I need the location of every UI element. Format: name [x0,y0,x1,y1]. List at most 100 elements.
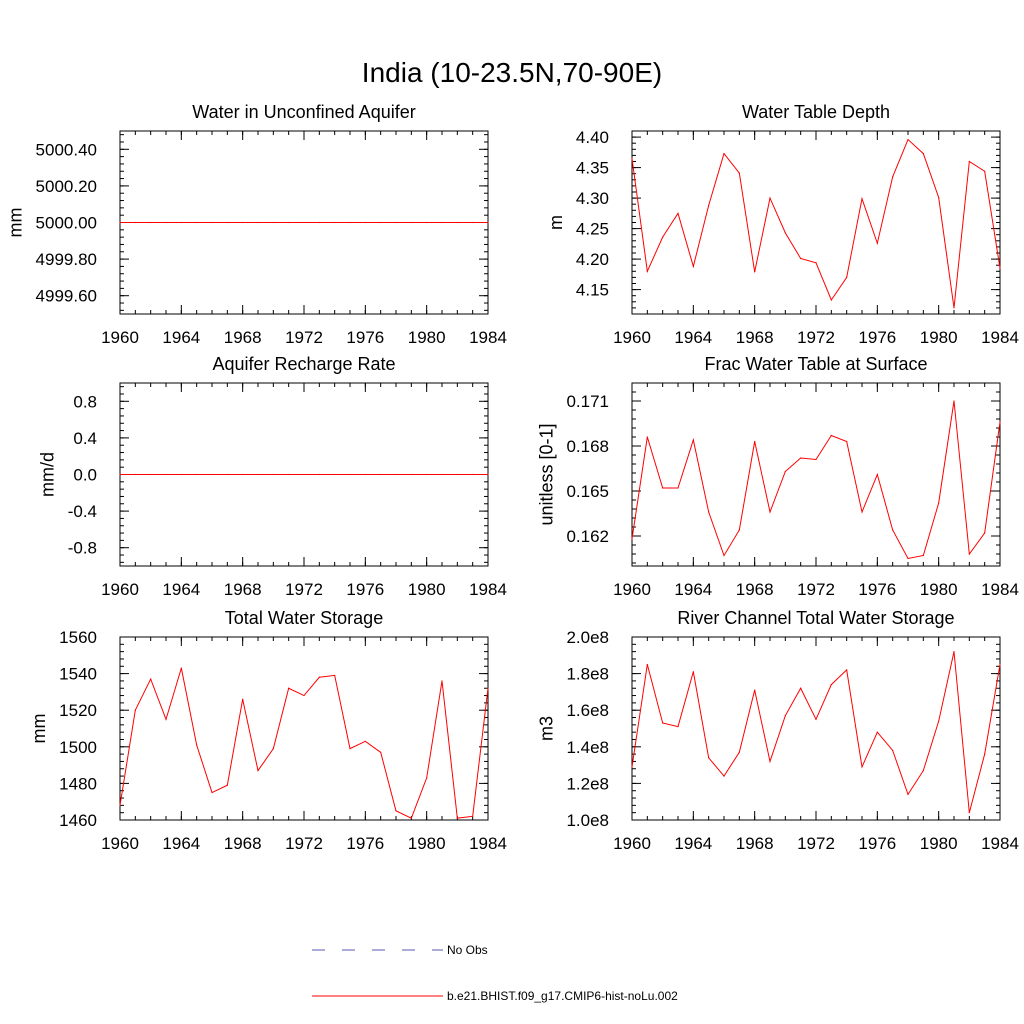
y-tick-label: 4.25 [576,220,609,239]
x-tick-label: 1984 [469,328,507,347]
data-point [907,793,909,795]
plot-frame [631,130,1001,315]
y-tick-label: 1.6e8 [566,701,609,720]
y-tick-label: 5000.20 [36,177,97,196]
x-tick-label: 1980 [408,328,446,347]
data-point [426,473,428,476]
data-point [318,221,320,224]
x-tick-label: 1968 [736,328,774,347]
data-point [800,457,802,459]
y-tick-label: 1500 [59,738,97,757]
data-point [242,473,244,476]
data-point [196,744,198,746]
data-point [800,257,802,260]
data-point [754,271,756,273]
data-point [631,157,633,160]
x-tick-label: 1980 [408,834,446,853]
model-series-line [631,651,1001,813]
x-tick-label: 1968 [736,580,774,599]
data-point [631,766,633,768]
data-point [180,667,182,669]
data-point [830,683,832,686]
figure-title: India (10-23.5N,70-90E) [362,57,662,88]
data-point [846,276,848,278]
data-point [953,651,955,653]
y-tick-label: 0.171 [566,392,609,411]
y-tick-label: 0.0 [73,466,97,485]
data-point [968,160,970,163]
data-point [984,532,986,534]
data-point [349,748,351,750]
data-point [815,262,817,264]
data-point [723,554,725,557]
model-series-line [119,667,489,819]
data-point [303,221,305,224]
data-point [150,678,152,680]
data-point [272,473,274,476]
y-tick-label: 0.168 [566,437,609,456]
y-tick-label: 1460 [59,811,97,830]
panel-5: Total Water Storage 1960 1964 1968 1972 1976 1… [29,608,507,853]
data-point [646,270,648,272]
data-point [380,473,382,476]
data-point [119,473,121,476]
data-point [410,221,412,224]
y-tick-label: 5000.40 [36,140,97,159]
x-tick-label: 1976 [346,580,384,599]
data-point [472,815,474,817]
data-point [646,436,648,438]
data-point [738,172,740,174]
data-point [692,439,694,441]
panel-1: Water in Unconfined Aquifer 1960 1964 1968 1… [6,102,507,347]
x-tick-label: 1960 [613,580,651,599]
data-point [631,538,633,540]
legend: No Obs b.e21.BHIST.f09_g17.CMIP6-hist-noL… [312,943,678,1003]
x-tick-label: 1964 [674,580,712,599]
data-point [662,487,664,489]
x-tick-label: 1980 [408,580,446,599]
data-point [180,473,182,476]
panel-title: Water Table Depth [742,102,890,122]
data-point [754,689,756,691]
y-tick-label: 4.15 [576,281,609,300]
plot-frame [631,636,1001,821]
panel-4: Frac Water Table at Surface 1960 1964 1968 1… [536,354,1018,599]
y-tick-label: 4.35 [576,159,609,178]
data-point [938,502,940,504]
data-point [242,698,244,700]
data-point [165,473,167,476]
data-point [257,473,259,476]
data-point [677,212,679,214]
data-point [876,731,878,733]
data-point [395,473,397,476]
data-point [846,440,848,443]
data-point [907,138,909,141]
x-tick-label: 1984 [981,580,1019,599]
x-tick-label: 1980 [920,580,958,599]
data-point [472,221,474,224]
data-point [708,204,710,207]
data-point [318,676,320,678]
data-point [876,242,878,244]
y-tick-label: 4999.80 [36,250,97,269]
data-point [364,473,366,476]
data-point [892,749,894,752]
data-point [303,473,305,476]
data-point [349,221,351,224]
data-point [784,715,786,717]
data-point [662,722,664,724]
data-point [211,221,213,224]
data-point [257,221,259,224]
y-axis-label: mm [29,714,49,744]
data-point [723,775,725,777]
y-tick-label: 1.8e8 [566,665,609,684]
y-axis-label: mm [6,208,26,238]
y-tick-label: 1480 [59,774,97,793]
data-point [165,221,167,224]
data-point [999,421,1001,423]
x-tick-label: 1976 [858,580,896,599]
x-tick-label: 1968 [224,328,262,347]
data-point [196,473,198,476]
panel-title: Water in Unconfined Aquifer [192,102,415,122]
data-point [677,487,679,489]
